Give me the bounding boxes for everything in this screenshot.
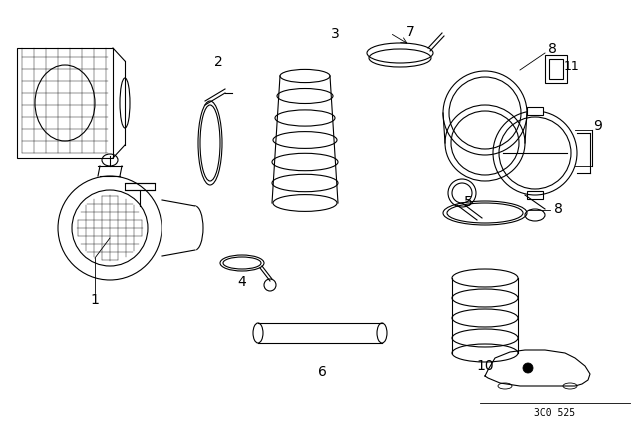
Circle shape (523, 363, 533, 373)
Text: 7: 7 (406, 25, 414, 39)
Text: 8: 8 (554, 202, 563, 216)
Text: 5: 5 (463, 195, 472, 209)
Text: 11: 11 (564, 60, 580, 73)
Bar (17, 48, 113, 158)
Text: 3C0 525: 3C0 525 (534, 408, 575, 418)
Text: 9: 9 (593, 119, 602, 133)
Text: 4: 4 (237, 275, 246, 289)
Bar (125, 183, 155, 190)
Bar (527, 191, 543, 199)
Text: 8: 8 (548, 42, 556, 56)
Bar (545, 55, 567, 83)
Text: 6: 6 (317, 365, 326, 379)
Bar (527, 107, 543, 115)
Text: 10: 10 (476, 359, 494, 373)
Text: 3: 3 (331, 27, 339, 41)
Bar (549, 59, 563, 79)
Text: 1: 1 (91, 293, 99, 307)
Text: 2: 2 (214, 55, 222, 69)
